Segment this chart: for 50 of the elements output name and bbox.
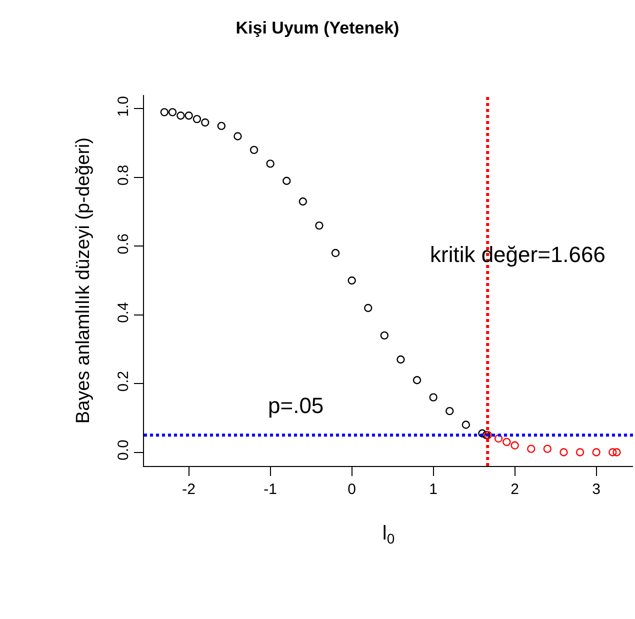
point xyxy=(315,221,324,230)
point xyxy=(176,112,185,120)
point xyxy=(282,176,291,185)
point xyxy=(168,108,177,116)
x-tick-label: 1 xyxy=(429,481,438,498)
y-tick-label: 0.2 xyxy=(115,370,132,392)
point xyxy=(192,114,202,124)
point xyxy=(543,444,552,453)
point xyxy=(217,122,226,130)
point xyxy=(160,108,168,116)
point xyxy=(608,448,617,456)
y-tick-label: 0.4 xyxy=(115,302,132,324)
x-tick-label: -1 xyxy=(264,481,277,498)
point xyxy=(462,420,470,429)
point xyxy=(412,376,422,384)
y-tick-label: 0.8 xyxy=(115,164,132,186)
point xyxy=(364,304,372,312)
point xyxy=(331,248,340,258)
point xyxy=(510,441,519,450)
x-tick-label: 3 xyxy=(592,481,600,498)
point xyxy=(380,331,389,340)
point xyxy=(250,146,258,154)
y-tick-label: 1.0 xyxy=(115,96,132,117)
y-tick-label: 0.0 xyxy=(115,440,132,460)
point xyxy=(576,448,584,456)
point xyxy=(298,197,308,206)
point xyxy=(612,448,621,456)
x-axis-title: l$_{0}$ xyxy=(382,522,395,547)
ref-line-label: kritik değer=1.666 xyxy=(430,242,606,267)
point xyxy=(446,406,454,416)
y-axis-title: Bayes anlamlılık düzeyi (p-değeri) xyxy=(72,137,94,424)
point xyxy=(429,393,438,402)
ref-line-label: p=.05 xyxy=(268,393,324,418)
point xyxy=(201,118,210,127)
point xyxy=(348,276,356,285)
x-tick-label: 0 xyxy=(348,481,356,498)
point xyxy=(184,112,193,120)
point xyxy=(396,355,405,364)
point xyxy=(592,448,600,456)
point xyxy=(478,429,486,438)
point xyxy=(502,438,511,446)
point xyxy=(234,132,242,140)
point xyxy=(527,444,536,453)
point xyxy=(266,160,274,168)
x-tick-label: -2 xyxy=(182,481,196,498)
point xyxy=(560,448,568,456)
x-tick-label: 2 xyxy=(510,481,519,498)
y-tick-label: 0.6 xyxy=(115,233,132,254)
chart-title: Kişi Uyum (Yetenek) xyxy=(236,18,400,38)
point xyxy=(494,434,503,443)
